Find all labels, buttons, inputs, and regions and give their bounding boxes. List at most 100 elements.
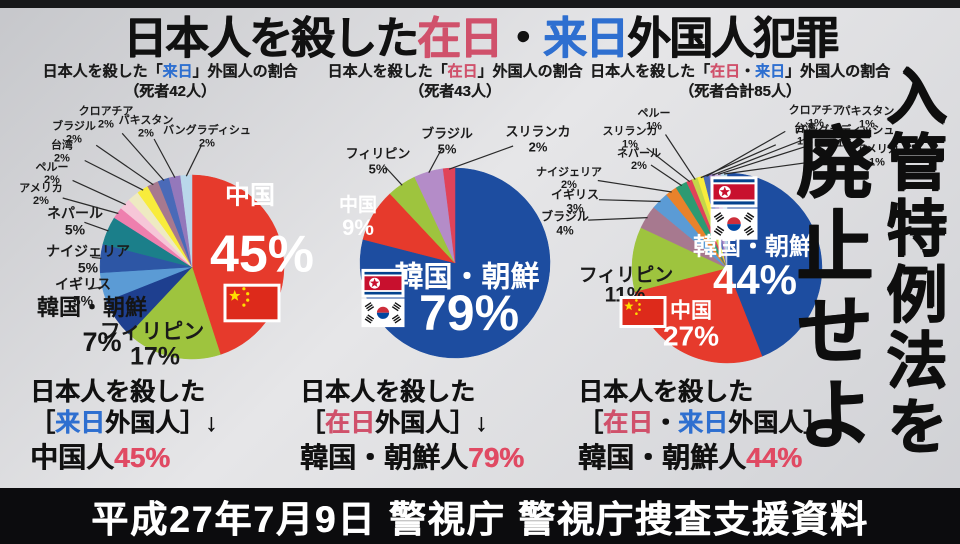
pie-label-name: フィリピン [100, 321, 205, 344]
china-flag-icon [619, 296, 667, 328]
text-part: 44% [746, 442, 803, 473]
text-part: 来日 [755, 63, 786, 80]
text-part: 韓国・朝鮮人 [578, 442, 747, 473]
text-part: ↓ [205, 409, 218, 437]
callout-leader-line [384, 165, 403, 186]
pie-label-pct: 44% [713, 256, 797, 303]
pie-label-pct: 79% [419, 285, 519, 341]
footer-source-bar: 平成27年7月9日 警視庁 警視庁捜査支援資料 [0, 488, 960, 544]
pie-callout-name: バングラディシュ [163, 122, 251, 136]
pie-callout-pct: 2% [66, 133, 82, 145]
text-part: 外国人］ [105, 409, 206, 437]
pie-label-pct: 9% [342, 215, 374, 240]
text-part: ［ [578, 409, 604, 437]
pie-callout-name: クロアチア [789, 103, 844, 116]
chart3-header: 日本人を殺した「在日・来日」外国人の割合 （死者合計85人） [575, 62, 905, 101]
text-part: ［ [300, 409, 326, 437]
text-part: 外国人犯罪 [627, 14, 839, 63]
pie-callout-pct: 5% [78, 260, 99, 276]
pie-callout-name: ブラジル [421, 126, 473, 141]
callout-leader-line [84, 159, 144, 191]
text-part: ↓ [475, 409, 488, 437]
text-part: ・ [739, 63, 755, 80]
pie-callout-pct: 4% [556, 223, 574, 237]
caption-line: 中国人45% [30, 441, 218, 476]
text-part: 外国人］ [728, 409, 829, 437]
callout-leader-line [185, 145, 202, 177]
text-part: ・ [653, 409, 679, 437]
caption-line: 日本人を殺した [578, 377, 841, 408]
text-part: ↓ [828, 409, 841, 437]
chart2-subtitle: （死者43人） [409, 82, 501, 100]
pie-callout-name: ネパール [617, 146, 661, 159]
callout-leader-line [121, 132, 165, 181]
main-title: 日本人を殺した 在日・来日 外国人犯罪 [0, 8, 960, 63]
text-part: 来日 [543, 14, 629, 63]
text-part: ［ [30, 409, 56, 437]
chart2-header: 日本人を殺した「在日」外国人の割合 （死者43人） [300, 62, 610, 101]
callout-leader-line [448, 145, 514, 170]
callout-leader-line [84, 221, 109, 232]
pie-slice [442, 167, 456, 264]
pie-label-pct: 17% [130, 343, 180, 371]
chart3-title: 日本人を殺した「在日・来日」外国人の割合 [575, 62, 905, 82]
callout-leader-line [597, 179, 672, 193]
top-border-strip [0, 0, 960, 8]
korea-flags-icon [710, 176, 758, 240]
pie-callout-pct: 3% [566, 201, 584, 215]
pie-callout-name: イギリス [55, 276, 111, 292]
pie-callout-pct: 5% [73, 293, 94, 309]
korea-flags-icon [361, 268, 405, 328]
callout-leader-line [88, 286, 104, 290]
callout-leader-line [706, 130, 786, 177]
text-part: 中国人 [30, 442, 115, 473]
chart1-subtitle: （死者42人） [124, 82, 216, 100]
pie-callout-pct: 1% [869, 156, 885, 168]
south-korea-flag-icon [361, 298, 405, 328]
pie-label-name: 韓国・朝鮮 [37, 295, 147, 320]
pie-callout-name: アメリカ [19, 181, 62, 194]
callout-leader-line [598, 199, 661, 203]
pie-chart-combined: 韓国・朝鮮44%中国27%フィリピン11%ブラジル4%イギリス3%ナイジェリア2… [536, 103, 899, 364]
chart1-caption: 日本人を殺した ［来日外国人］↓ 中国人45% [30, 377, 218, 476]
text-part: 日本人を殺した [578, 378, 754, 406]
callout-leader-line [650, 164, 683, 187]
north-korea-flag-icon [710, 176, 758, 208]
callout-leader-line [153, 138, 176, 178]
caption-line: ［在日外国人］↓ [300, 408, 524, 439]
callout-leader-line [664, 134, 696, 180]
pie-callout-pct: 2% [98, 118, 114, 130]
pie-callout-name: パキスタン [119, 113, 174, 126]
pie-callout-pct: 1% [622, 138, 638, 150]
text-part: 在日 [709, 63, 740, 80]
pie-callout-name: スリランカ [505, 124, 570, 139]
caption-line: 韓国・朝鮮人44% [578, 441, 841, 476]
pie-callout-pct: 1% [646, 120, 662, 132]
pie-callout-name: ペルー [638, 107, 671, 119]
text-part: 」外国人の割合 [785, 63, 891, 80]
pie-callout-pct: 2% [44, 174, 60, 186]
pie-callout-name: ペルー [36, 161, 69, 173]
pie-label-pct: 27% [663, 320, 719, 351]
caption-line: 日本人を殺した [300, 377, 524, 408]
callout-leader-line [72, 179, 126, 206]
callout-leader-line [95, 144, 154, 186]
caption-line: ［在日・来日外国人］↓ [578, 408, 841, 439]
pie-callout-name: クロアチア [79, 104, 134, 117]
pie-chart-rainichi: 中国45%フィリピン17%韓国・朝鮮7%イギリス5%ナイジェリア5%ネパール5%… [19, 104, 314, 371]
text-part: 日本人を殺した「 [42, 63, 163, 80]
pie-callout-name: ナイジェリア [536, 165, 602, 178]
pie-callout-name: ブラジル [541, 208, 589, 223]
pie-callout-pct: 2% [529, 139, 548, 154]
pie-callout-name: フィリピン [346, 146, 411, 161]
pie-callout-name: ネパール [47, 205, 103, 221]
pie-callout-name: 台湾 [51, 137, 73, 151]
chart2-caption: 日本人を殺した ［在日外国人］↓ 韓国・朝鮮人79% [300, 377, 524, 476]
text-part: 在日 [417, 14, 503, 63]
pie-callout-pct: 1% [859, 118, 875, 130]
callout-leader-line [712, 131, 824, 176]
pie-callout-pct: 1% [797, 135, 813, 147]
pie-callout-name: イギリス [551, 186, 599, 201]
text-part: 」外国人の割合 [192, 63, 298, 80]
